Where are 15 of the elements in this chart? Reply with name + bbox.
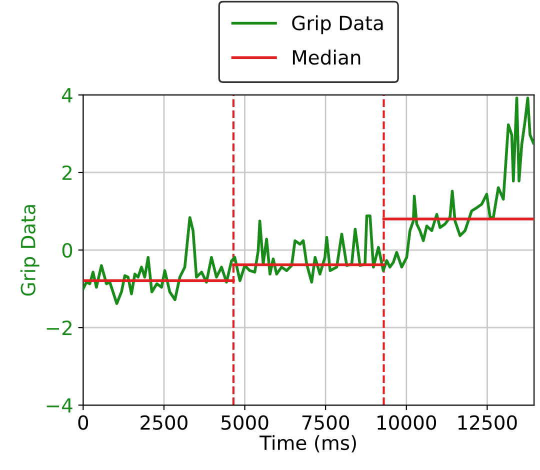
- x-tick-label: 7500: [302, 415, 350, 430]
- x-tick-label: 12500: [458, 415, 517, 430]
- y-tick-label: 0: [62, 242, 72, 258]
- legend-label: Median: [292, 50, 360, 65]
- x-tick-label: 0: [78, 415, 88, 430]
- y-tick-label: 2: [62, 165, 72, 180]
- y-tick-label: 4: [62, 88, 72, 102]
- y-tick-label: −4: [46, 398, 72, 413]
- y-axis-title: Grip Data: [20, 205, 40, 296]
- x-tick-label: 10000: [378, 415, 436, 430]
- x-axis-title: Time (ms): [260, 435, 356, 452]
- x-tick-label: 2500: [140, 415, 188, 430]
- x-tick-label: 5000: [222, 415, 268, 430]
- y-tick-label: −2: [46, 320, 72, 335]
- legend-label: Grip Data: [292, 15, 383, 34]
